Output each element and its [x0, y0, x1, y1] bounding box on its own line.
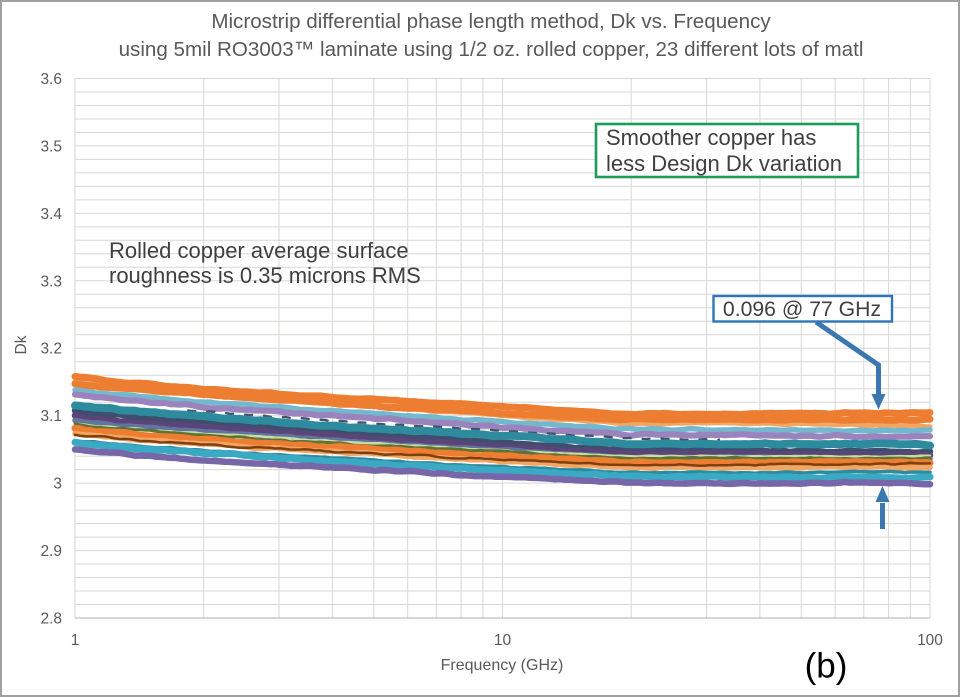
svg-text:1: 1	[71, 632, 80, 649]
svg-text:100: 100	[917, 632, 943, 649]
svg-text:2.8: 2.8	[40, 611, 62, 628]
svg-text:(b): (b)	[805, 647, 848, 686]
svg-text:2.9: 2.9	[40, 543, 62, 560]
svg-text:3.2: 3.2	[40, 341, 62, 358]
svg-text:less Design Dk variation: less Design Dk variation	[606, 151, 842, 176]
svg-text:Microstrip differential phase: Microstrip differential phase length met…	[211, 10, 771, 33]
svg-text:3.1: 3.1	[40, 408, 62, 425]
svg-text:0.096 @ 77 GHz: 0.096 @ 77 GHz	[723, 298, 881, 321]
svg-text:Frequency (GHz): Frequency (GHz)	[441, 657, 564, 674]
svg-text:3: 3	[53, 476, 62, 493]
svg-text:Dk: Dk	[13, 335, 30, 354]
svg-text:Rolled copper average surface: Rolled copper average surface	[109, 238, 409, 263]
svg-text:using 5mil RO3003™ laminate us: using 5mil RO3003™ laminate using 1/2 oz…	[119, 38, 864, 61]
svg-text:3.5: 3.5	[40, 138, 62, 155]
svg-text:3.3: 3.3	[40, 273, 62, 290]
svg-text:3.6: 3.6	[40, 71, 62, 88]
svg-text:Smoother copper has: Smoother copper has	[606, 125, 816, 150]
svg-text:roughness is 0.35 microns RMS: roughness is 0.35 microns RMS	[109, 263, 421, 288]
svg-text:3.4: 3.4	[40, 206, 62, 223]
svg-text:10: 10	[494, 632, 512, 649]
